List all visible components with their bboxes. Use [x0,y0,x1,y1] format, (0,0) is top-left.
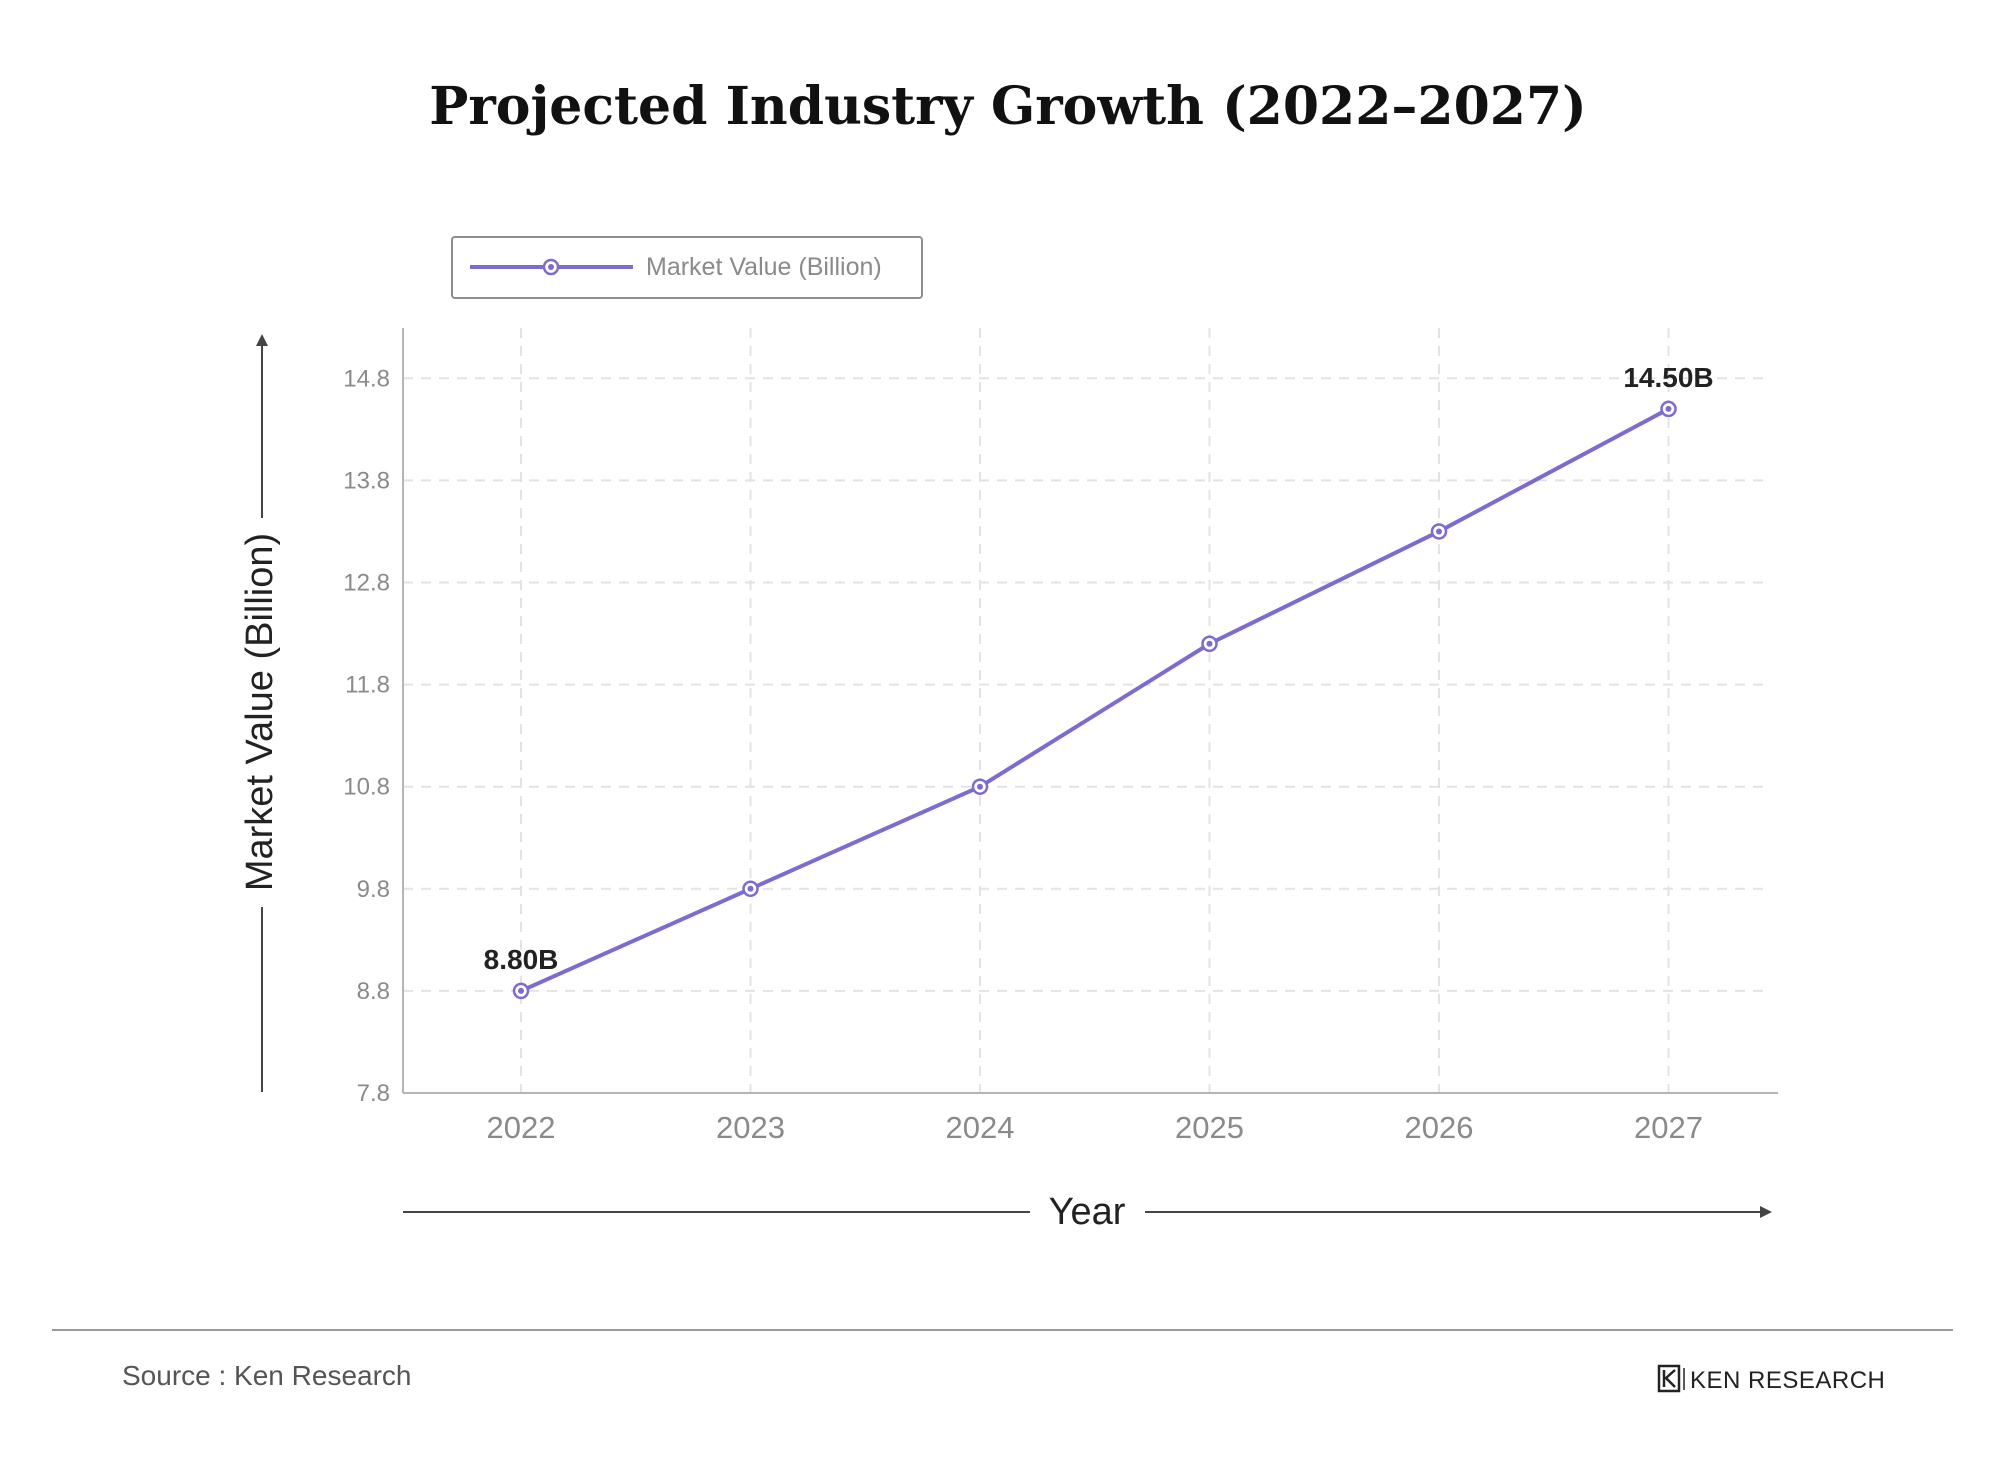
data-point-center [1665,405,1672,412]
brand-name: KEN RESEARCH [1690,1367,1885,1394]
x-tick-label: 2023 [716,1110,785,1145]
x-tick-label: 2026 [1405,1110,1474,1145]
brand-logo: KEN RESEARCH [1657,1364,1885,1394]
grid [403,328,1768,1093]
data-point-center [977,783,983,790]
data-labels: 8.80B 14.50B [484,362,1714,975]
y-tick-label: 10.8 [343,774,390,801]
y-axis-title-group: Market Value (Billion) [239,334,281,1092]
x-axis-title-group: Year [403,1191,1772,1233]
data-label: 14.50B [1623,362,1713,393]
x-tick-label: 2022 [487,1110,556,1145]
legend-box [451,236,923,299]
y-tick-label: 14.8 [343,365,390,392]
brand-logo-k-mark [1662,1369,1676,1388]
data-point-center [1436,528,1442,535]
y-tick-label: 7.8 [357,1080,390,1107]
x-tick-label: 2027 [1634,1110,1703,1145]
x-tick-labels: 2022 2023 2024 2025 2026 2027 [487,1110,1703,1145]
brand-logo-icon [1657,1364,1681,1393]
y-tick-label: 11.8 [345,672,390,699]
y-tick-label: 12.8 [343,570,390,597]
y-tick-label: 9.8 [357,876,390,903]
data-point-center [747,885,754,892]
legend: Market Value (Billion) [451,236,923,299]
legend-swatch-marker-dot [548,264,554,270]
x-tick-label: 2025 [1175,1110,1244,1145]
y-tick-label: 13.8 [343,467,390,494]
axes [402,328,1778,1094]
data-point-center [1206,640,1213,647]
x-axis-title: Year [1049,1191,1126,1233]
x-tick-label: 2024 [946,1110,1015,1145]
series-line [520,407,1670,993]
series-layer [512,400,1677,1000]
y-tick-label: 8.8 [357,978,390,1005]
legend-label: Market Value (Billion) [646,253,882,281]
data-point-center [518,987,524,994]
chart-title: Projected Industry Growth (2022–2027) [429,76,1586,137]
source-text: Source : Ken Research [122,1360,412,1391]
data-label: 8.80B [484,944,559,975]
y-tick-labels: 7.8 8.8 9.8 10.8 11.8 12.8 13.8 14.8 [343,365,390,1107]
y-axis-title: Market Value (Billion) [239,533,281,891]
